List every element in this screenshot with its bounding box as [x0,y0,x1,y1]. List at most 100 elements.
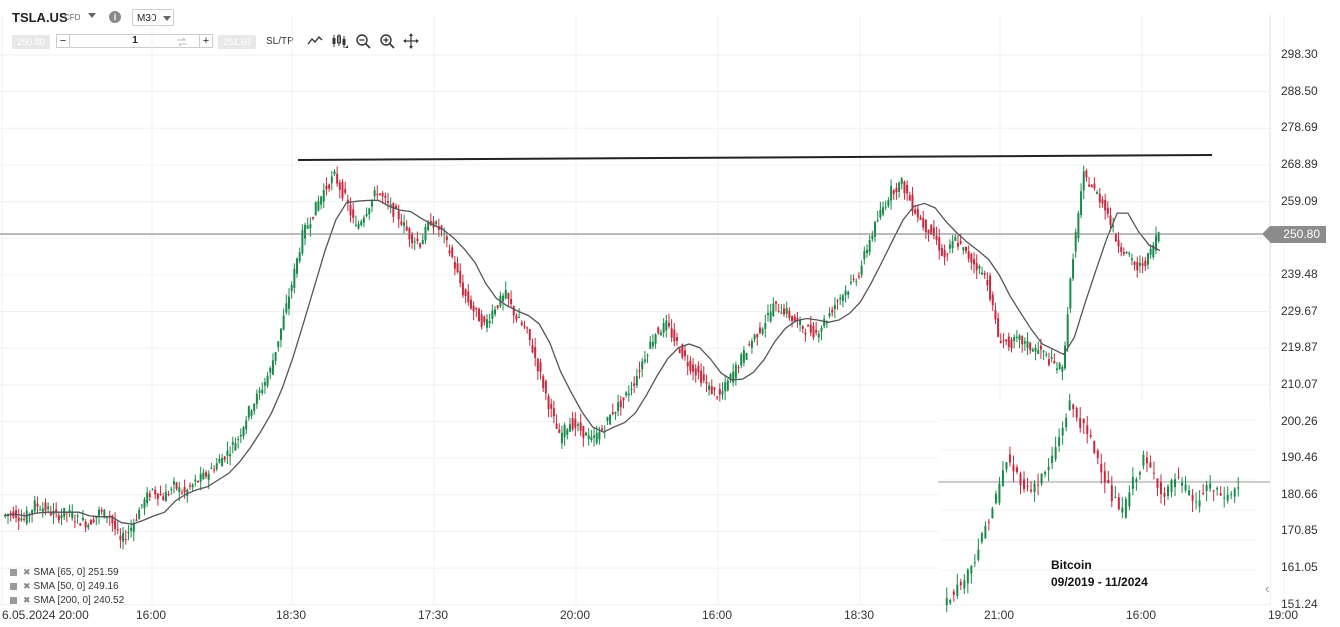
line-chart-icon[interactable] [306,32,324,50]
inset-candle-body [966,569,969,584]
remove-icon[interactable]: ✖ [23,595,31,605]
candle-body [828,313,831,316]
inset-candle-body [1184,484,1187,491]
candle-body [956,243,959,247]
chevron-down-icon [163,16,171,21]
zoom-in-icon[interactable] [378,32,396,50]
sltp-button[interactable]: SL/TP [266,36,294,47]
remove-icon[interactable]: ✖ [23,567,31,577]
symbol-dropdown-icon[interactable] [88,13,96,18]
price-tick-label: 219.87 [1281,340,1318,355]
candle-body [1013,337,1016,342]
price-tick-label: 278.69 [1281,120,1318,135]
inset-candle-body [987,521,990,523]
candle-body [874,221,877,237]
candle-body [692,364,695,372]
candle-body [911,194,914,211]
indicator-settings-icon[interactable] [10,582,17,590]
candle-body [785,308,788,314]
candle-body [111,515,114,524]
candle-body [31,510,34,514]
info-icon[interactable]: i [109,11,121,23]
candle-body [601,428,604,431]
move-icon[interactable] [402,32,420,50]
candle-body [427,222,430,231]
candle-body [1050,357,1053,359]
price-tick-label: 298.30 [1281,47,1318,61]
quantity-increase-button[interactable]: + [199,34,213,48]
candle-body [346,199,349,204]
candle-body [748,344,751,346]
inset-candle-body [1008,454,1011,463]
candle-body [68,509,71,513]
candle-body [772,303,775,317]
candle-body [510,298,513,305]
zoom-out-icon[interactable] [354,32,372,50]
candle-body [130,527,133,531]
candle-body [1093,183,1096,189]
candle-body [753,334,756,340]
inset-candle-body [1152,472,1155,474]
candle-body [585,432,588,436]
inset-candle-body [994,493,997,503]
candle-body [360,221,363,225]
candle-body [662,323,665,333]
candle-body [975,262,978,271]
timeframe-select[interactable]: M30 [132,9,174,26]
candle-body [892,190,895,195]
candle-body [863,251,866,260]
candle-body [927,229,930,235]
candle-body [609,414,612,425]
candle-body [587,435,590,440]
candle-body [542,376,545,389]
candle-body [539,362,542,373]
inset-candle-body [1012,464,1015,472]
inset-candle-body [1128,492,1131,507]
candle-body [97,509,100,516]
inset-candle-body [1005,462,1008,470]
candle-body [1010,339,1013,349]
indicator-settings-icon[interactable] [10,568,17,576]
quantity-decrease-button[interactable]: − [56,34,70,48]
candle-body [440,225,443,230]
candle-body [39,509,42,511]
candle-body [89,520,92,525]
candle-body [138,510,141,520]
candle-body [488,321,491,324]
candle-body [512,306,515,316]
candle-body [1117,239,1120,247]
inset-panel [938,402,1270,602]
sma-label: SMA [65, 0] 251.59 [33,567,119,578]
candle-body [73,521,76,523]
indicator-settings-icon[interactable] [10,596,17,604]
price-tick-label: 288.50 [1281,83,1318,98]
candle-body [967,251,970,259]
candle-body [726,380,729,391]
inset-candle-body [1065,417,1068,428]
candles-icon[interactable] [330,32,348,50]
buy-price-button[interactable]: 251.60 [218,35,256,49]
candle-body [520,322,523,325]
quantity-input[interactable]: 1 [70,34,200,48]
sma-legend-3[interactable]: ✖ SMA [200, 0] 240.52 [10,595,124,606]
candle-body [681,344,684,358]
inset-candle-body [1233,488,1236,497]
sell-price-button[interactable]: 250.80 [12,35,50,49]
inset-candle-body [1040,473,1043,484]
chevron-left-icon[interactable]: ‹ [1265,580,1270,596]
candle-body [994,310,997,320]
symbol-name[interactable]: TSLA.US [12,10,68,25]
reset-quantity-icon[interactable] [176,37,188,47]
remove-icon[interactable]: ✖ [23,581,31,591]
candle-body [673,329,676,342]
candle-body [1042,351,1045,353]
candle-body [87,525,90,528]
candle-body [197,481,200,483]
candle-body [729,374,732,381]
sma-legend-2[interactable]: ✖ SMA [50, 0] 249.16 [10,581,119,592]
candle-body [847,291,850,295]
candle-body [148,493,151,498]
candle-body [871,235,874,239]
sma-legend-1[interactable]: ✖ SMA [65, 0] 251.59 [10,567,119,578]
